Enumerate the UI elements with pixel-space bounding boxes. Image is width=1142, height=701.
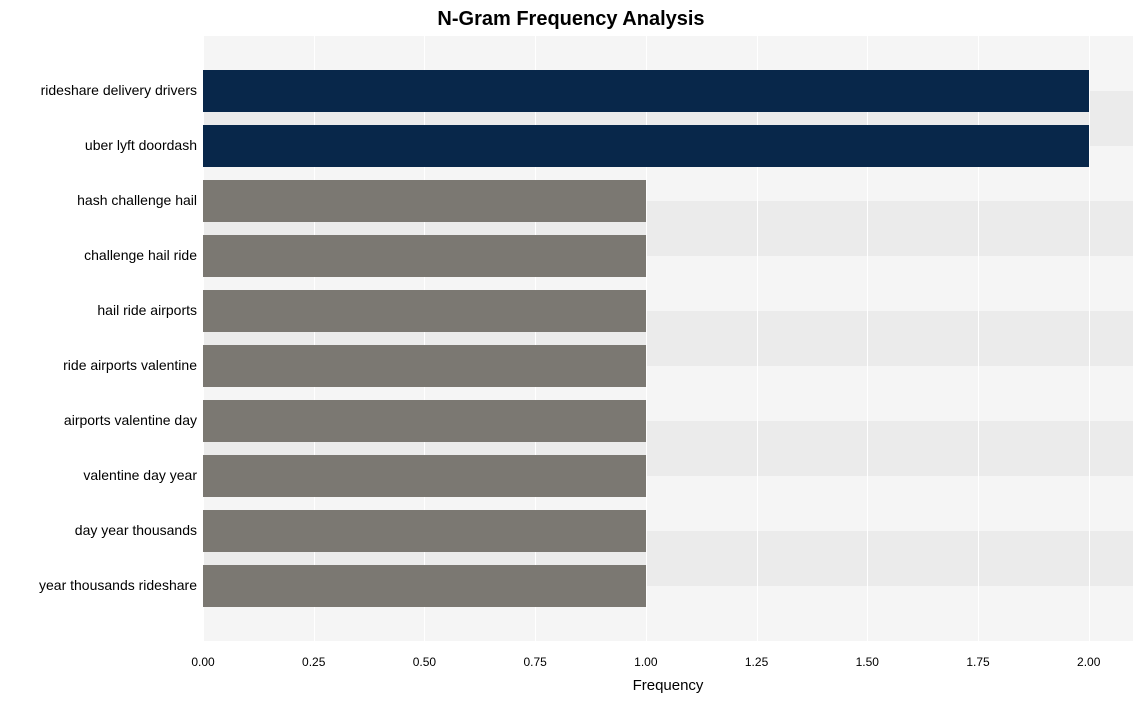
bar — [203, 345, 646, 388]
y-tick-label: valentine day year — [83, 467, 197, 483]
x-tick-label: 2.00 — [1077, 655, 1100, 669]
bar — [203, 400, 646, 443]
x-axis-title: Frequency — [203, 677, 1133, 694]
x-tick-label: 0.00 — [191, 655, 214, 669]
y-tick-label: rideshare delivery drivers — [41, 82, 197, 98]
gridline-vertical — [1089, 36, 1090, 641]
y-tick-label: airports valentine day — [64, 412, 197, 428]
bar — [203, 235, 646, 278]
y-tick-label: day year thousands — [75, 522, 197, 538]
bar — [203, 510, 646, 553]
bar — [203, 565, 646, 608]
bar — [203, 125, 1089, 168]
y-tick-label: ride airports valentine — [63, 357, 197, 373]
plot-area — [203, 36, 1133, 641]
x-tick-label: 0.75 — [523, 655, 546, 669]
bar — [203, 455, 646, 498]
x-tick-label: 1.50 — [856, 655, 879, 669]
y-tick-label: challenge hail ride — [84, 247, 197, 263]
x-tick-label: 1.75 — [966, 655, 989, 669]
x-tick-label: 1.25 — [745, 655, 768, 669]
x-tick-label: 0.25 — [302, 655, 325, 669]
x-tick-label: 1.00 — [634, 655, 657, 669]
bar — [203, 180, 646, 223]
y-tick-label: year thousands rideshare — [39, 577, 197, 593]
bar — [203, 70, 1089, 113]
ngram-frequency-chart: N-Gram Frequency Analysis Frequency 0.00… — [0, 0, 1142, 701]
y-tick-label: hail ride airports — [97, 302, 197, 318]
bar — [203, 290, 646, 333]
y-tick-label: hash challenge hail — [77, 192, 197, 208]
chart-title: N-Gram Frequency Analysis — [0, 8, 1142, 31]
y-tick-label: uber lyft doordash — [85, 137, 197, 153]
x-tick-label: 0.50 — [413, 655, 436, 669]
